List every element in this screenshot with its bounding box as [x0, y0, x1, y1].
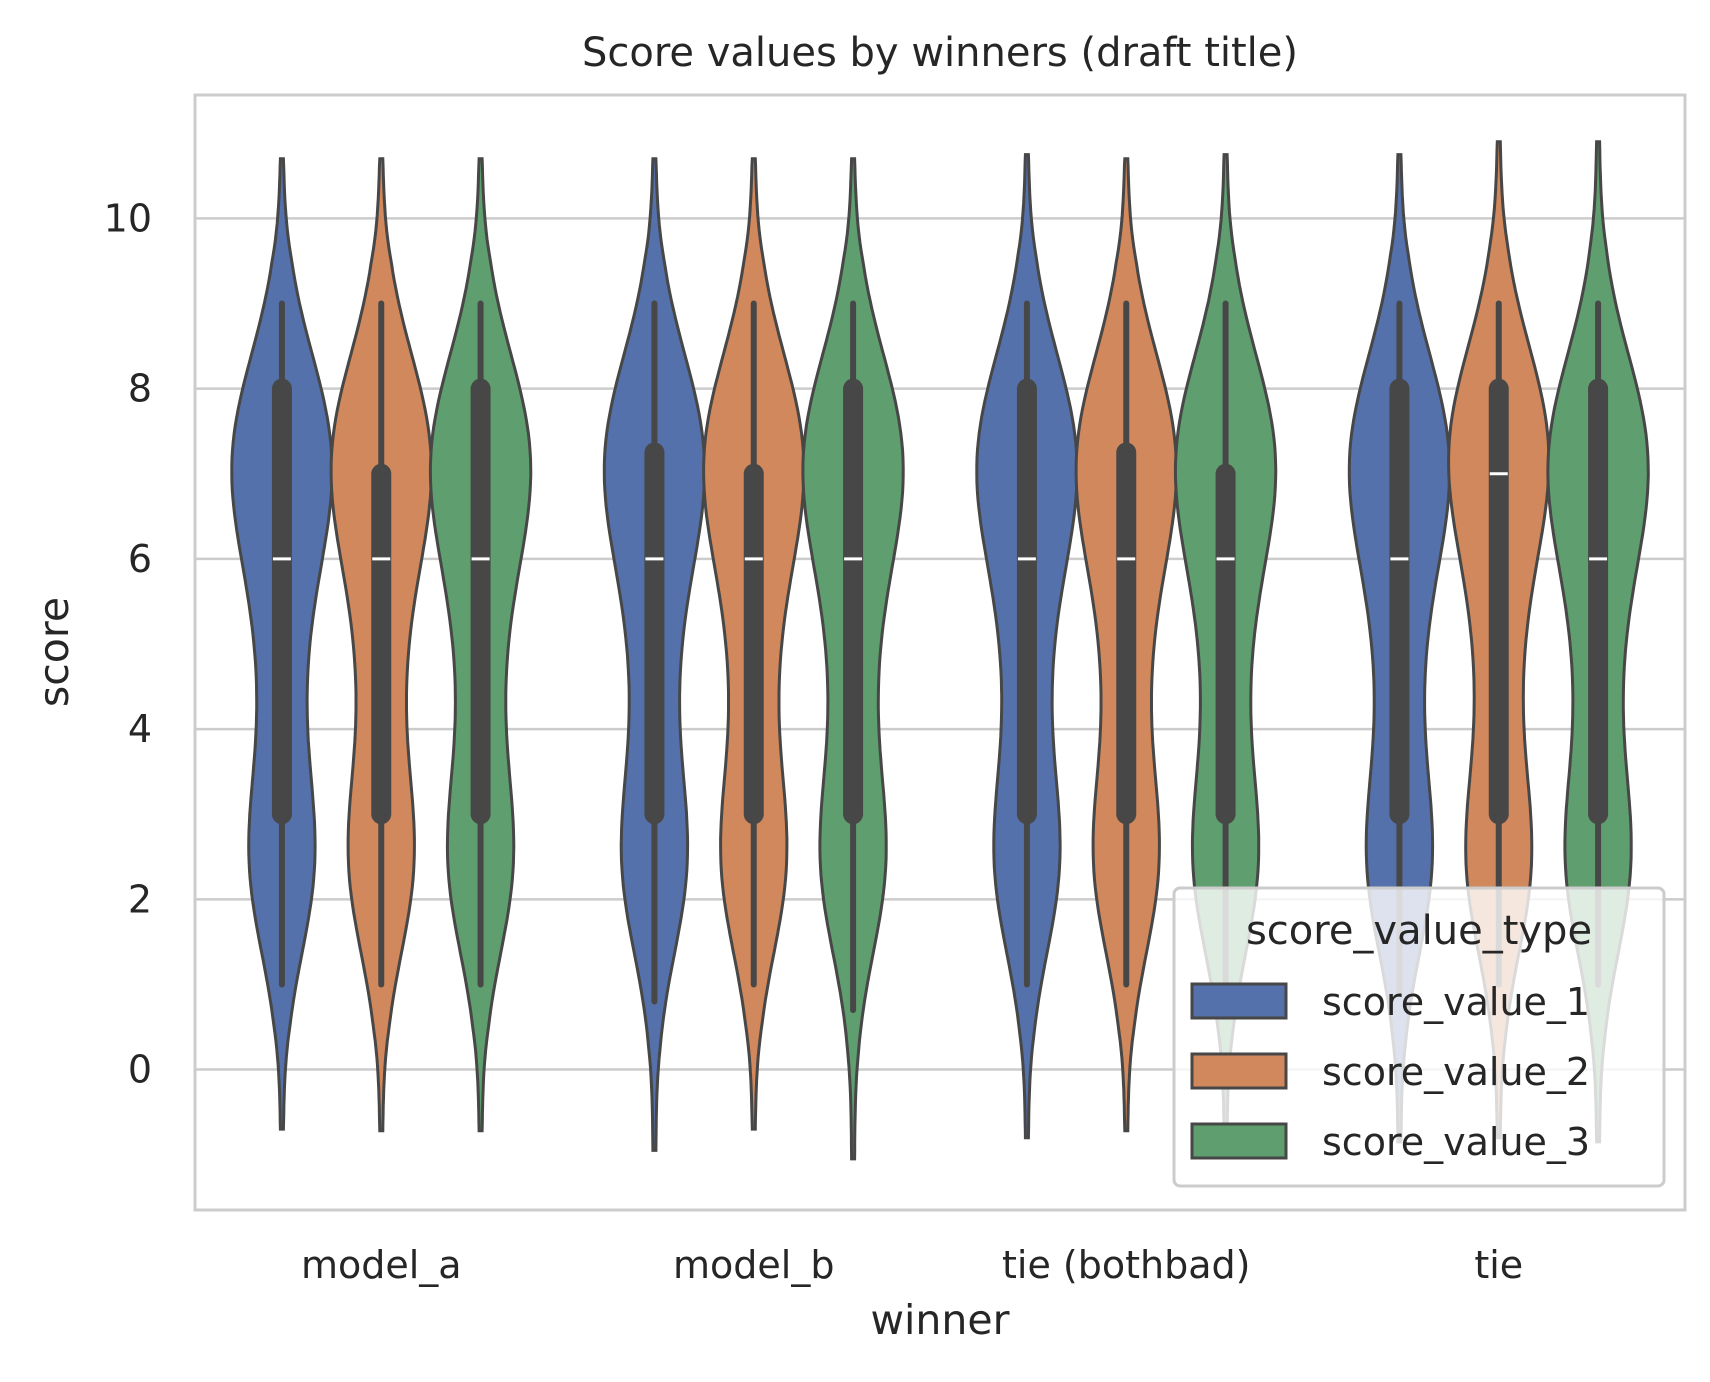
y-tick-label: 4 — [128, 707, 152, 751]
legend-box — [1172, 886, 1666, 1188]
x-tick-label: model_a — [301, 1243, 462, 1287]
y-tick-label: 0 — [128, 1048, 152, 1092]
legend-label: score_value_2 — [1322, 1050, 1590, 1094]
x-tick-label: model_b — [673, 1243, 834, 1287]
legend-label: score_value_3 — [1322, 1120, 1590, 1164]
legend: score_value_type score_value_1 score_valu… — [1172, 886, 1666, 1188]
chart-title: Score values by winners (draft title) — [582, 30, 1298, 76]
y-tick-label: 8 — [128, 367, 152, 411]
y-tick-label: 2 — [128, 877, 152, 921]
y-tick-labels: 0 2 4 6 8 10 — [104, 196, 152, 1091]
legend-label: score_value_1 — [1322, 980, 1590, 1024]
y-axis-label: score — [30, 597, 78, 707]
legend-title: score_value_type — [1246, 908, 1592, 954]
y-tick-label: 6 — [128, 537, 152, 581]
x-tick-labels: model_a model_b tie (bothbad) tie — [301, 1243, 1523, 1287]
y-tick-label: 10 — [104, 196, 152, 240]
legend-swatch — [1190, 1052, 1288, 1090]
legend-swatch — [1190, 1122, 1288, 1160]
x-tick-label: tie — [1474, 1243, 1523, 1287]
x-tick-label: tie (bothbad) — [1002, 1243, 1250, 1287]
violins — [230, 140, 1650, 1161]
x-axis-label: winner — [871, 1296, 1010, 1344]
legend-swatch — [1190, 982, 1288, 1020]
plot-frame — [193, 93, 1687, 1212]
